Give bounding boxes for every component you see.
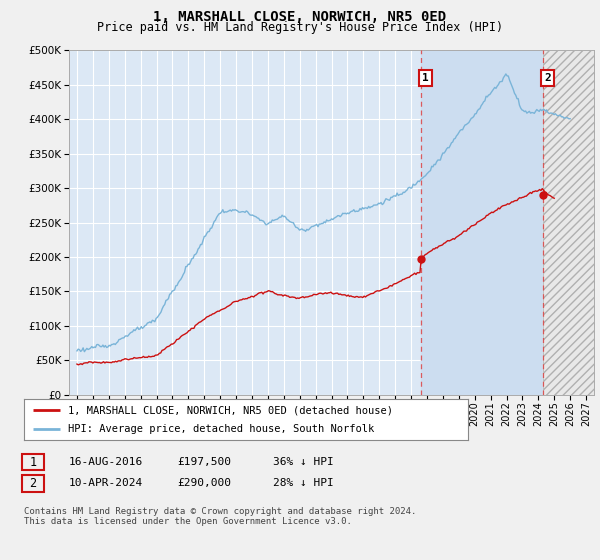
Text: 1, MARSHALL CLOSE, NORWICH, NR5 0ED: 1, MARSHALL CLOSE, NORWICH, NR5 0ED bbox=[154, 10, 446, 24]
Text: 1: 1 bbox=[422, 73, 429, 83]
Text: 1, MARSHALL CLOSE, NORWICH, NR5 0ED (detached house): 1, MARSHALL CLOSE, NORWICH, NR5 0ED (det… bbox=[68, 405, 394, 415]
Text: HPI: Average price, detached house, South Norfolk: HPI: Average price, detached house, Sout… bbox=[68, 424, 374, 433]
Text: £197,500: £197,500 bbox=[177, 457, 231, 467]
Text: 36% ↓ HPI: 36% ↓ HPI bbox=[273, 457, 334, 467]
Text: Contains HM Land Registry data © Crown copyright and database right 2024.
This d: Contains HM Land Registry data © Crown c… bbox=[24, 507, 416, 526]
Bar bbox=[542, 50, 594, 395]
Text: 28% ↓ HPI: 28% ↓ HPI bbox=[273, 478, 334, 488]
Text: Price paid vs. HM Land Registry's House Price Index (HPI): Price paid vs. HM Land Registry's House … bbox=[97, 21, 503, 34]
Text: 10-APR-2024: 10-APR-2024 bbox=[69, 478, 143, 488]
Text: 2: 2 bbox=[544, 73, 551, 83]
Text: 16-AUG-2016: 16-AUG-2016 bbox=[69, 457, 143, 467]
Bar bbox=[542, 50, 594, 395]
Text: 1: 1 bbox=[29, 455, 37, 469]
Text: £290,000: £290,000 bbox=[177, 478, 231, 488]
Bar bbox=[421, 50, 542, 395]
Text: 2: 2 bbox=[29, 477, 37, 490]
